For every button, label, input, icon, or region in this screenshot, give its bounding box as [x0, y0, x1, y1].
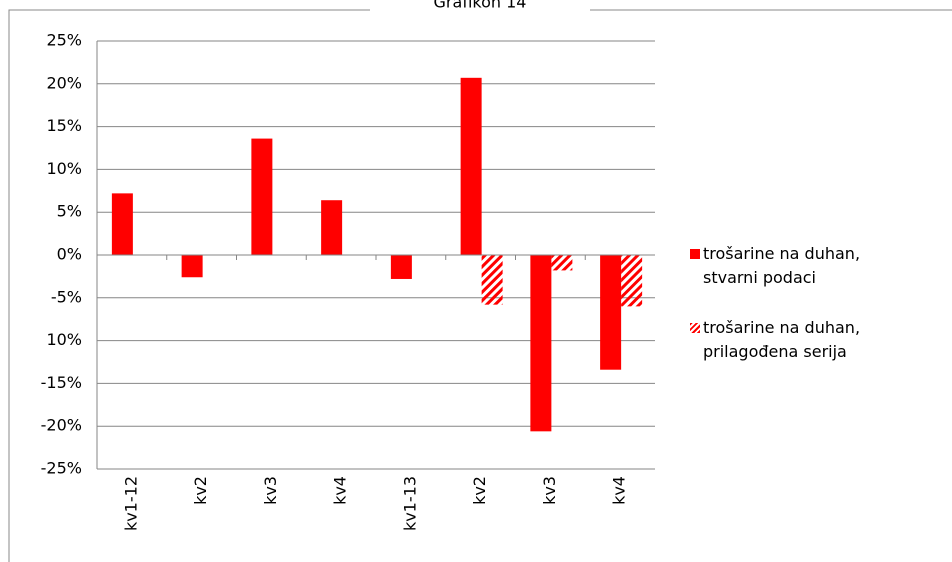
legend-label: trošarine na duhan, stvarni podaci	[703, 244, 861, 287]
legend-swatch	[690, 249, 700, 259]
bar	[181, 255, 203, 278]
y-tick-label: 10%	[46, 330, 82, 349]
legend-item: trošarine na duhan, stvarni podaci	[690, 242, 890, 290]
bar	[551, 255, 573, 271]
x-tick-label: kv3	[261, 476, 280, 505]
y-tick-label: -5%	[51, 287, 82, 306]
x-tick-label: kv2	[470, 476, 489, 505]
bar	[111, 193, 133, 255]
y-tick-label: -20%	[41, 416, 82, 435]
bar	[460, 77, 482, 255]
y-tick-label: 20%	[46, 73, 82, 92]
legend-label: trošarine na duhan, prilagođena serija	[703, 318, 861, 361]
y-tick-label: 5%	[57, 202, 82, 221]
x-tick-label: kv1-12	[121, 476, 140, 531]
x-tick-label: kv1-13	[400, 476, 419, 531]
x-tick-label: kv4	[331, 476, 350, 505]
x-tick-label: kv3	[540, 476, 559, 505]
bar	[390, 255, 412, 279]
bar	[621, 255, 643, 307]
legend-swatch	[690, 323, 700, 333]
chart-frame	[8, 9, 952, 562]
bar	[321, 200, 343, 255]
y-tick-label: 10%	[46, 159, 82, 178]
chart-title: Grafikon 14	[434, 0, 527, 12]
y-tick-label: 15%	[46, 116, 82, 135]
y-tick-label: -25%	[41, 459, 82, 478]
bar	[600, 255, 622, 370]
x-tick-label: kv2	[191, 476, 210, 505]
bar	[530, 255, 552, 432]
bar	[481, 255, 503, 305]
y-tick-label: 25%	[46, 31, 82, 50]
y-tick-label: 0%	[57, 245, 82, 264]
bar	[251, 138, 273, 255]
x-tick-label: kv4	[610, 476, 629, 505]
legend-item: trošarine na duhan, prilagođena serija	[690, 316, 890, 364]
y-tick-label: -15%	[41, 373, 82, 392]
